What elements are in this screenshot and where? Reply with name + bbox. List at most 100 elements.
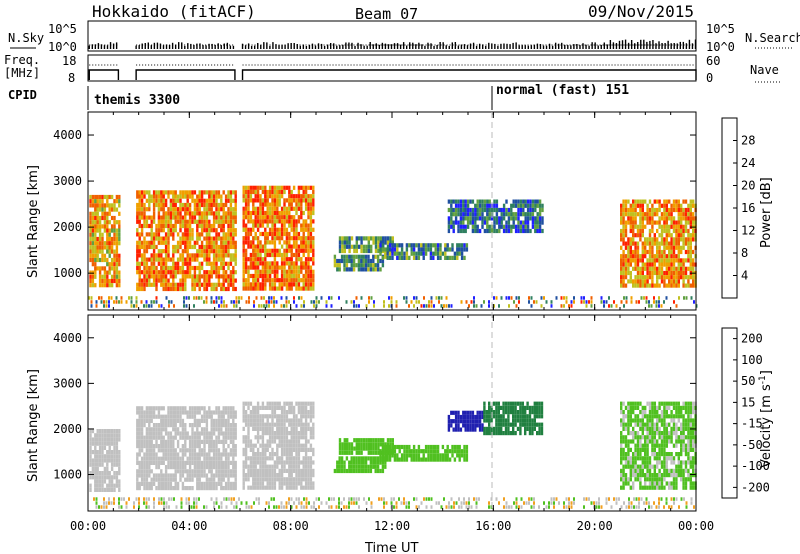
velocity-cell [288,485,291,490]
velocity-cell [138,465,141,470]
power-cell [283,269,286,274]
power-cell [677,283,680,288]
power-cell [268,248,272,253]
power-cell [215,232,218,237]
power-cell [312,227,315,232]
velocity-cell [198,452,201,457]
power-cell [193,202,197,208]
velocity-cell [210,423,213,428]
velocity-cell [196,486,199,491]
power-cell [103,228,107,233]
velocity-cell [280,435,284,440]
power-cell [198,282,201,287]
power-cell [309,269,313,274]
velocity-cell [96,454,99,459]
velocity-cell [224,486,228,491]
power-cell [234,270,237,275]
velocity-cell [280,468,284,473]
power-cell [264,273,267,279]
velocity-cell [152,427,156,432]
power-noise-cell [90,300,93,304]
power-cell [215,261,218,266]
power-cell [639,270,642,276]
power-cell [276,273,279,279]
power-cell [429,243,433,248]
power-cell [663,254,666,259]
velocity-cell [295,485,298,490]
power-cell [210,211,213,216]
power-cell [639,228,642,234]
power-cell [160,278,163,283]
power-cell [624,270,628,276]
power-cell [268,194,272,199]
power-cell [278,227,281,232]
power-cell [179,278,182,283]
power-cell [452,224,455,229]
power-cell [670,224,673,229]
velocity-cell [191,460,194,465]
velocity-cell [217,431,221,436]
velocity-cell [157,486,161,491]
power-cell [150,261,153,266]
power-cell [624,220,628,225]
velocity-cell [292,443,296,448]
power-cell [152,274,156,279]
velocity-cell [179,477,182,482]
velocity-cell [152,452,156,457]
velocity-cell [200,465,204,470]
velocity-cell [169,460,173,465]
velocity-cell [292,435,296,440]
power-cell [534,228,537,234]
power-cell [391,236,394,241]
power-cell [665,266,668,271]
power-cell [101,203,104,208]
power-cell [292,278,296,283]
power-noise-cell [390,296,393,300]
power-noise-cell [293,296,295,300]
power-cell [348,240,351,245]
velocity-cell [266,481,269,486]
velocity-cell [150,444,153,449]
power-cell [524,220,527,225]
power-cell [227,194,230,199]
power-cell [682,275,685,280]
power-cell [353,244,356,249]
freq-line [241,69,697,80]
power-cell [261,244,265,249]
velocity-cell [247,414,250,419]
power-cell [259,206,262,211]
power-cell [208,202,211,208]
power-cell [208,198,211,203]
velocity-cell [266,439,269,444]
velocity-cell [300,414,303,419]
power-cell [210,207,213,212]
velocity-cell [343,446,346,451]
power-cell [348,258,351,264]
velocity-cell [188,423,192,428]
velocity-cell [140,418,144,423]
velocity-cell [210,439,213,444]
power-cell [278,282,281,287]
velocity-cell [160,448,163,453]
power-cell [220,249,223,254]
velocity-cell [167,414,170,419]
power-cell [302,194,305,199]
velocity-cell [362,442,366,447]
power-cell [644,224,647,229]
velocity-cell [222,406,225,411]
power-cell [118,199,121,204]
velocity-cell [186,486,189,491]
velocity-cell [261,431,265,436]
power-cell [162,215,165,220]
power-cell [627,220,630,225]
power-noise-cell [498,304,500,308]
power-cell [377,240,380,245]
velocity-cell [358,442,361,447]
power-cell [636,241,640,246]
velocity-cell [295,447,298,452]
velocity-cell [106,437,109,442]
power-cell [150,223,153,229]
power-cell [636,249,640,255]
power-cell [198,202,201,208]
power-cell [247,189,250,195]
